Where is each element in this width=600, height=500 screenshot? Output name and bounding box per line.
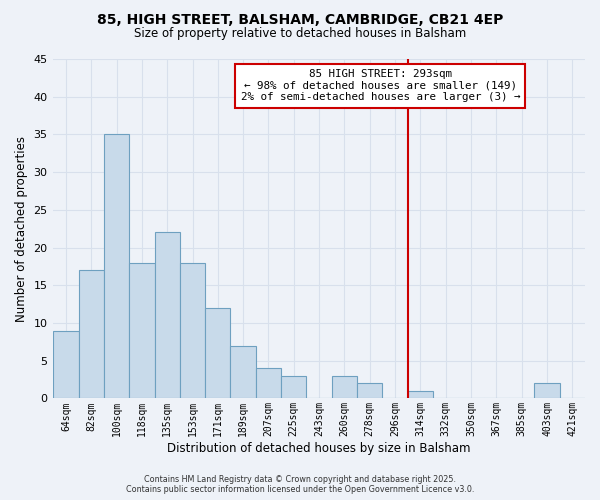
Bar: [332, 376, 357, 398]
Bar: [408, 391, 433, 398]
Bar: [357, 384, 382, 398]
Bar: [180, 262, 205, 398]
Bar: [535, 384, 560, 398]
Bar: [104, 134, 129, 398]
Bar: [281, 376, 307, 398]
Bar: [79, 270, 104, 398]
Text: 85 HIGH STREET: 293sqm
← 98% of detached houses are smaller (149)
2% of semi-det: 85 HIGH STREET: 293sqm ← 98% of detached…: [241, 69, 520, 102]
Text: 85, HIGH STREET, BALSHAM, CAMBRIDGE, CB21 4EP: 85, HIGH STREET, BALSHAM, CAMBRIDGE, CB2…: [97, 12, 503, 26]
X-axis label: Distribution of detached houses by size in Balsham: Distribution of detached houses by size …: [167, 442, 471, 455]
Bar: [155, 232, 180, 398]
Bar: [256, 368, 281, 398]
Bar: [129, 262, 155, 398]
Text: Contains HM Land Registry data © Crown copyright and database right 2025.
Contai: Contains HM Land Registry data © Crown c…: [126, 474, 474, 494]
Bar: [53, 330, 79, 398]
Y-axis label: Number of detached properties: Number of detached properties: [15, 136, 28, 322]
Bar: [205, 308, 230, 398]
Text: Size of property relative to detached houses in Balsham: Size of property relative to detached ho…: [134, 28, 466, 40]
Bar: [230, 346, 256, 399]
